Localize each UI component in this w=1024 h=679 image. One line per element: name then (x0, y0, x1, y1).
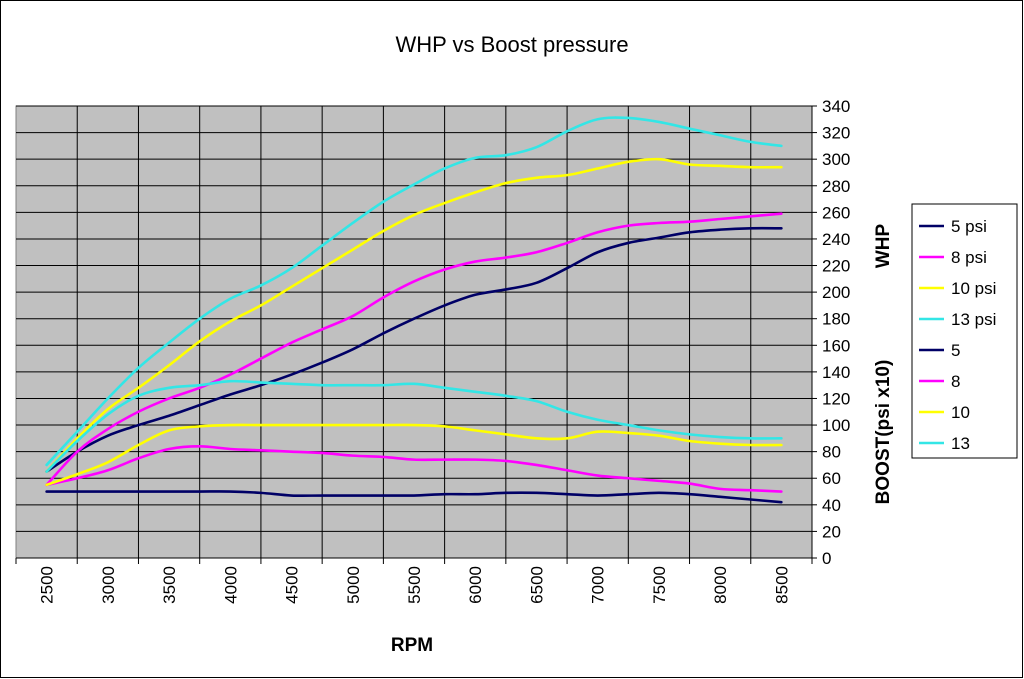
y-tick-label: 0 (822, 549, 831, 568)
legend-label-5: 8 (951, 372, 960, 391)
plot-area (15, 105, 813, 559)
y-axis-label-whp: WHP (873, 224, 894, 269)
series-line-6 (45, 423, 783, 487)
legend-label-1: 8 psi (951, 248, 987, 267)
x-tick-label: 8500 (772, 566, 791, 604)
x-tick-label: 2500 (38, 566, 57, 604)
x-tick-label: 3500 (160, 566, 179, 604)
y-tick-label: 180 (822, 310, 850, 329)
x-tick-label: 4500 (283, 566, 302, 604)
x-tick-label: 4000 (221, 566, 240, 604)
y-tick-label: 100 (822, 416, 850, 435)
y-tick-label: 280 (822, 177, 850, 196)
legend-label-2: 10 psi (951, 279, 996, 298)
y-tick-label: 40 (822, 496, 841, 515)
legend-label-3: 13 psi (951, 310, 996, 329)
x-tick-label: 5500 (405, 566, 424, 604)
y-tick-label: 60 (822, 469, 841, 488)
series-line-2 (45, 157, 783, 473)
x-tick-label: 5000 (344, 566, 363, 604)
legend-label-4: 5 (951, 341, 960, 360)
x-tick-label: 6500 (527, 566, 546, 604)
series-line-1 (45, 212, 783, 487)
legend: 5 psi 8 psi 10 psi 13 psi 5 8 10 13 (911, 203, 1018, 459)
y-axis-label-boost: BOOST(psi x10) (873, 360, 894, 505)
legend-label-7: 13 (951, 434, 970, 453)
series-line-5 (45, 445, 783, 493)
x-axis-label: RPM (391, 635, 433, 656)
legend-box (911, 203, 1018, 459)
series-line-0 (45, 226, 783, 473)
series-line-4 (45, 490, 783, 504)
series-line-3 (45, 116, 783, 467)
x-tick-label: 7000 (589, 566, 608, 604)
legend-label-0: 5 psi (951, 217, 987, 236)
y-tick-label: 240 (822, 230, 850, 249)
y-tick-label: 200 (822, 283, 850, 302)
legend-label-6: 10 (951, 403, 970, 422)
axes: 0 20 40 60 80 100 120 140 160 180 200 220 240 260 280 3… (15, 97, 850, 604)
x-tick-label: 3000 (99, 566, 118, 604)
y-tick-label: 260 (822, 203, 850, 222)
gridlines (16, 105, 812, 558)
x-tick-label: 7500 (650, 566, 669, 604)
y-tick-label: 20 (822, 522, 841, 541)
x-tick-label: 8000 (711, 566, 730, 604)
y-tick-label: 300 (822, 150, 850, 169)
y-tick-label: 140 (822, 363, 850, 382)
y-tick-label: 80 (822, 443, 841, 462)
series-line-7 (45, 379, 783, 473)
y-tick-label: 340 (822, 97, 850, 116)
chart-title: WHP vs Boost pressure (395, 32, 628, 57)
y-tick-label: 120 (822, 389, 850, 408)
series-lines (45, 116, 783, 504)
x-tick-label: 6000 (466, 566, 485, 604)
y-tick-label: 220 (822, 257, 850, 276)
y-tick-label: 160 (822, 336, 850, 355)
y-tick-label: 320 (822, 124, 850, 143)
